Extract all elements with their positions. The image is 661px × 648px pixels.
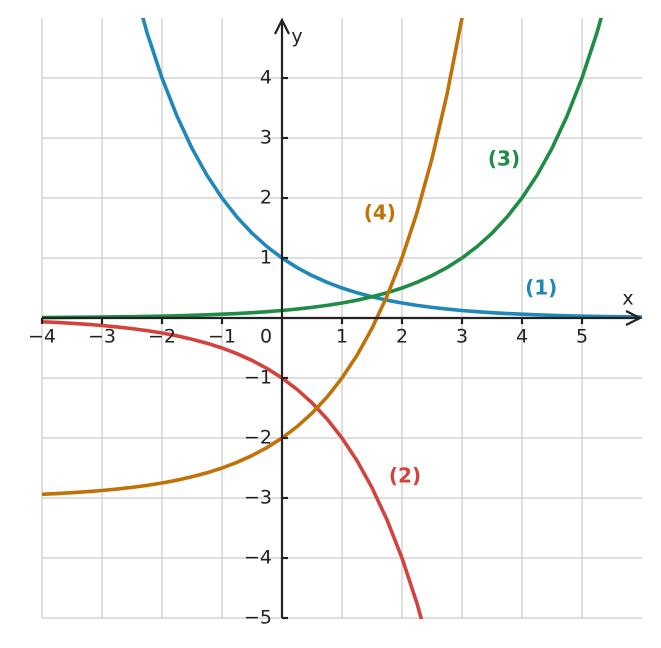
y-tick-label: −1	[244, 367, 272, 389]
x-tick-label: 0	[260, 326, 272, 348]
x-tick-label: 5	[576, 326, 588, 348]
labels: −4 −3 −2 −1 0 1 2 3 4 5 −5 −4 −3 −2 −1 1 2 3 4 (1) (2) (3) (4)	[28, 67, 588, 629]
y-tick-label: −2	[244, 427, 272, 449]
curves	[42, 18, 643, 619]
x-tick-label: −3	[88, 326, 116, 348]
curve	[42, 319, 424, 619]
x-tick-label: 3	[456, 326, 468, 348]
annotation: (2)	[389, 464, 421, 488]
axes: x y	[40, 17, 643, 620]
x-tick-label: 1	[336, 326, 348, 348]
y-tick-label: −3	[244, 487, 272, 509]
curve	[42, 18, 464, 497]
y-tick-label: −5	[244, 607, 272, 629]
x-tick-label: 2	[396, 326, 408, 348]
y-axis-label: y	[291, 26, 302, 48]
y-tick-label: 4	[260, 67, 272, 89]
y-arrow	[274, 17, 290, 35]
x-tick-label: −4	[28, 326, 56, 348]
curve	[141, 18, 643, 319]
y-tick-label: 2	[260, 187, 272, 209]
annotation: (4)	[364, 201, 396, 225]
x-tick-label: −1	[208, 326, 236, 348]
annotation: (3)	[488, 147, 520, 171]
annotation: (1)	[525, 276, 557, 300]
x-arrow	[625, 310, 643, 326]
curve	[42, 18, 603, 320]
y-tick-label: −4	[244, 547, 272, 569]
y-tick-label: 3	[260, 127, 272, 149]
x-axis-label: x	[622, 288, 633, 310]
x-tick-label: 4	[516, 326, 528, 348]
x-tick-label: −2	[148, 326, 176, 348]
y-tick-label: 1	[260, 247, 272, 269]
